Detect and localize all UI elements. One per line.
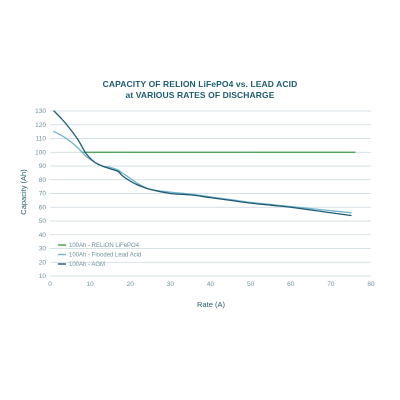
x-tick-label: 60 xyxy=(287,281,295,288)
x-tick-label: 20 xyxy=(127,281,135,288)
legend: 100Ah - RELiON LiFePO4 100Ah - Flooded Le… xyxy=(58,243,141,268)
y-tick-label: 130 xyxy=(35,108,46,115)
y-tick-label: 20 xyxy=(39,259,47,266)
y-tick-label: 30 xyxy=(39,246,47,253)
y-tick-label: 80 xyxy=(39,177,47,184)
legend-label: 100Ah - RELiON LiFePO4 xyxy=(69,243,140,249)
x-tick-labels: 0 10 20 30 40 50 60 70 80 xyxy=(48,281,375,288)
x-axis-label: Rate (A) xyxy=(197,300,225,309)
y-tick-label: 60 xyxy=(39,204,47,211)
y-axis-label: Capacity (Ah) xyxy=(19,169,28,215)
x-tick-label: 30 xyxy=(167,281,175,288)
x-tick-label: 70 xyxy=(327,281,335,288)
x-tick-label: 50 xyxy=(247,281,255,288)
legend-label: 100Ah - Flooded Lead Acid xyxy=(69,253,141,259)
y-tick-label: 110 xyxy=(36,136,47,143)
x-tick-label: 80 xyxy=(367,281,375,288)
y-tick-label: 90 xyxy=(39,163,47,170)
x-tick-label: 10 xyxy=(87,281,95,288)
x-tick-label: 40 xyxy=(207,281,215,288)
series-lines xyxy=(53,110,356,217)
series-line-100ah-agm xyxy=(53,110,352,217)
x-tick-label: 0 xyxy=(48,281,52,288)
y-tick-label: 10 xyxy=(39,273,47,280)
chart-title: CAPACITY OF RELION LiFePO4 vs. LEAD ACID xyxy=(102,79,298,89)
y-tick-label: 70 xyxy=(39,191,47,198)
series-line-100ah-flooded-lead-acid xyxy=(53,130,352,214)
y-tick-label: 50 xyxy=(39,218,47,225)
y-tick-labels: 10 20 30 40 50 60 70 80 90 100 110 120 130 xyxy=(35,108,46,280)
legend-label: 100Ah - AGM xyxy=(69,262,105,268)
y-tick-label: 40 xyxy=(39,232,47,239)
chart-subtitle: at VARIOUS RATES OF DISCHARGE xyxy=(125,90,275,100)
y-tick-label: 120 xyxy=(35,122,46,129)
gridlines xyxy=(50,110,371,277)
y-tick-label: 100 xyxy=(35,149,46,156)
